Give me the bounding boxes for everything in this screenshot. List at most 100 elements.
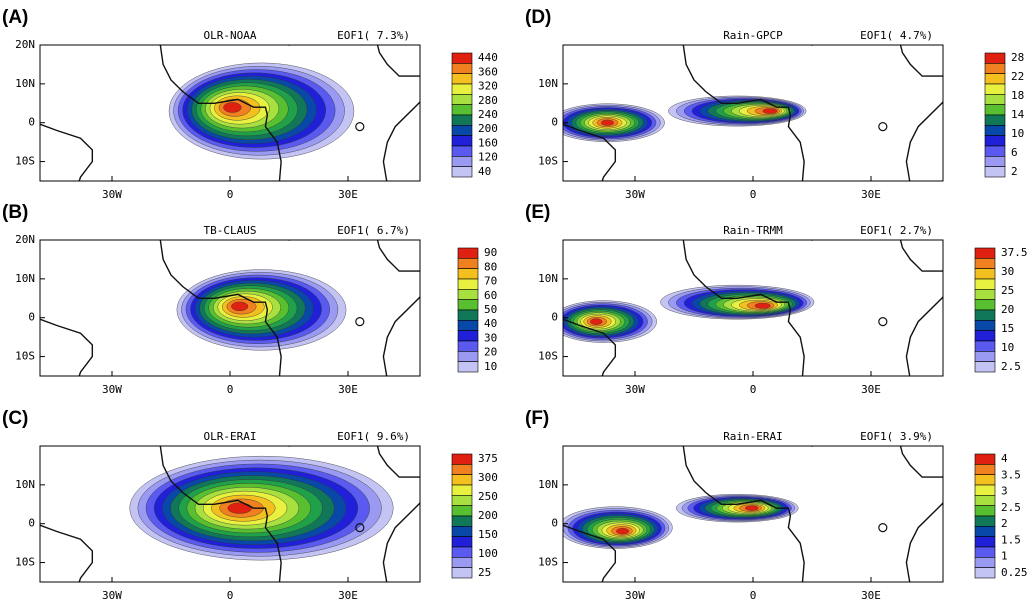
contour-fill bbox=[231, 301, 249, 312]
colorbar-label: 2 bbox=[1001, 517, 1008, 530]
y-tick-label: 10S bbox=[15, 155, 35, 168]
colorbar-swatch bbox=[451, 135, 473, 147]
x-tick-label: 0 bbox=[227, 383, 234, 396]
colorbar-label: 320 bbox=[478, 80, 498, 93]
colorbar-swatch bbox=[451, 484, 473, 496]
x-tick-label: 30E bbox=[338, 188, 358, 201]
x-tick-label: 0 bbox=[750, 188, 757, 201]
lake bbox=[355, 522, 365, 533]
eof-label: EOF1( 2.7%) bbox=[860, 224, 933, 237]
colorbar-swatch bbox=[974, 289, 996, 300]
colorbar-swatch bbox=[974, 505, 996, 517]
colorbar-swatch bbox=[984, 73, 1006, 85]
coastline bbox=[159, 446, 282, 582]
colorbar-swatch bbox=[457, 351, 479, 362]
eof-label: EOF1( 6.7%) bbox=[337, 224, 410, 237]
colorbar-label: 22 bbox=[1011, 70, 1024, 83]
y-tick-label: 0 bbox=[28, 311, 35, 324]
contour-fill bbox=[754, 302, 771, 309]
colorbar-swatch bbox=[974, 258, 996, 269]
lake bbox=[355, 121, 365, 132]
eof-label: EOF1( 3.9%) bbox=[860, 430, 933, 443]
contour-fill bbox=[601, 119, 614, 126]
lake bbox=[878, 121, 888, 132]
colorbar-label: 30 bbox=[484, 331, 497, 344]
colorbar-swatch bbox=[457, 278, 479, 290]
colorbar-label: 2.5 bbox=[1001, 360, 1021, 373]
colorbar-swatch bbox=[974, 526, 996, 537]
colorbar-swatch bbox=[974, 515, 996, 527]
x-tick-label: 30W bbox=[102, 589, 122, 602]
panel-title: OLR-NOAA bbox=[204, 29, 257, 42]
colorbar-swatch bbox=[974, 536, 996, 548]
panel-title: Rain-GPCP bbox=[723, 29, 783, 42]
colorbar-swatch bbox=[974, 309, 996, 321]
colorbar-swatch bbox=[457, 320, 479, 331]
colorbar-swatch bbox=[984, 166, 1006, 178]
x-tick-label: 30W bbox=[102, 383, 122, 396]
panel-label: (F) bbox=[525, 408, 549, 429]
x-tick-label: 30E bbox=[861, 589, 881, 602]
colorbar-swatch bbox=[974, 340, 996, 352]
colorbar-swatch bbox=[974, 546, 996, 558]
y-tick-label: 10S bbox=[538, 155, 558, 168]
colorbar-label: 90 bbox=[484, 246, 497, 259]
colorbar-swatch bbox=[984, 114, 1006, 126]
y-tick-label: 0 bbox=[551, 116, 558, 129]
panel-title: TB-CLAUS bbox=[204, 224, 257, 237]
coastline bbox=[40, 318, 94, 376]
coastline bbox=[159, 45, 282, 181]
map bbox=[40, 446, 420, 582]
colorbar-swatch bbox=[974, 557, 996, 568]
colorbar-label: 10 bbox=[1001, 341, 1014, 354]
colorbar-label: 360 bbox=[478, 65, 498, 78]
colorbar-swatch bbox=[974, 247, 996, 259]
x-tick-label: 30W bbox=[102, 188, 122, 201]
colorbar-label: 10 bbox=[1011, 127, 1024, 140]
colorbar-swatch bbox=[457, 299, 479, 311]
colorbar-swatch bbox=[451, 526, 473, 537]
colorbar-label: 100 bbox=[478, 547, 498, 560]
colorbar-swatch bbox=[984, 94, 1006, 105]
colorbar-label: 3 bbox=[1001, 485, 1008, 498]
coastline bbox=[899, 45, 943, 77]
colorbar-label: 0.25 bbox=[1001, 566, 1028, 579]
colorbar-swatch bbox=[451, 536, 473, 548]
map bbox=[563, 446, 943, 582]
colorbar-label: 15 bbox=[1001, 322, 1014, 335]
colorbar-swatch bbox=[457, 268, 479, 280]
y-tick-label: 0 bbox=[551, 311, 558, 324]
colorbar-swatch bbox=[974, 495, 996, 506]
colorbar-label: 375 bbox=[478, 452, 498, 465]
colorbar-label: 300 bbox=[478, 471, 498, 484]
y-tick-label: 10S bbox=[15, 556, 35, 569]
x-tick-label: 30W bbox=[625, 589, 645, 602]
contour-fill bbox=[223, 102, 242, 113]
y-tick-label: 0 bbox=[28, 116, 35, 129]
panel-label: (D) bbox=[525, 7, 551, 28]
colorbar-swatch bbox=[457, 361, 479, 373]
colorbar-swatch bbox=[457, 247, 479, 259]
coastline bbox=[376, 240, 420, 272]
colorbar-swatch bbox=[451, 505, 473, 517]
colorbar-swatch bbox=[974, 567, 996, 579]
colorbar-swatch bbox=[984, 135, 1006, 147]
colorbar-swatch bbox=[974, 464, 996, 475]
coastline bbox=[563, 123, 617, 181]
colorbar-label: 70 bbox=[484, 275, 497, 288]
colorbar-label: 25 bbox=[478, 566, 491, 579]
colorbar-label: 28 bbox=[1011, 51, 1024, 64]
colorbar-swatch bbox=[451, 453, 473, 465]
colorbar-label: 20 bbox=[484, 346, 497, 359]
colorbar-label: 40 bbox=[478, 165, 491, 178]
x-tick-label: 30E bbox=[861, 383, 881, 396]
x-tick-label: 0 bbox=[750, 589, 757, 602]
coastline bbox=[682, 240, 805, 376]
eof-label: EOF1( 9.6%) bbox=[337, 430, 410, 443]
panel-title: Rain-ERAI bbox=[723, 430, 783, 443]
colorbar-swatch bbox=[457, 340, 479, 352]
colorbar-swatch bbox=[457, 309, 479, 321]
x-tick-label: 30E bbox=[338, 589, 358, 602]
y-tick-label: 10N bbox=[538, 272, 558, 285]
map bbox=[40, 240, 420, 376]
